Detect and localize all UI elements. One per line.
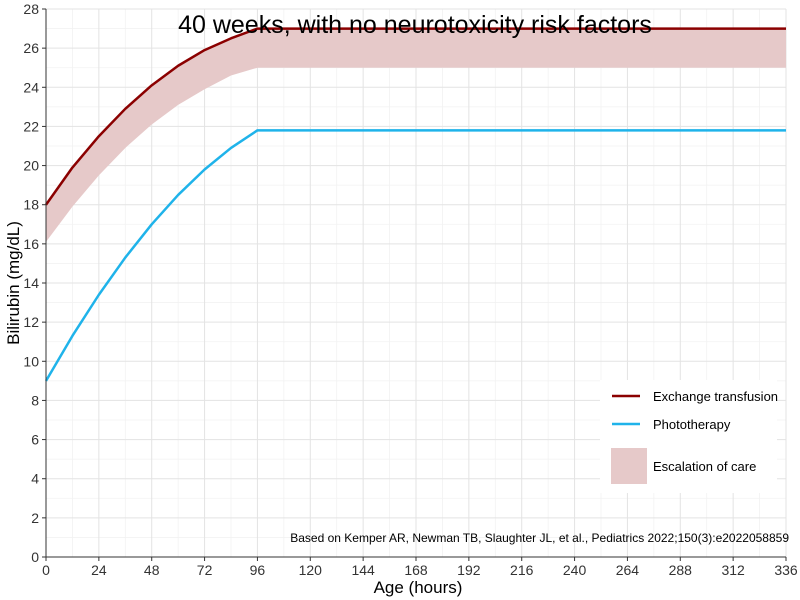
y-tick-label: 24 xyxy=(23,79,39,95)
x-tick-label: 120 xyxy=(299,562,323,578)
series-layer xyxy=(44,27,786,382)
y-tick-label: 28 xyxy=(23,1,39,17)
chart-title: 40 weeks, with no neurotoxicity risk fac… xyxy=(178,11,652,39)
x-tick-label: 144 xyxy=(351,562,375,578)
x-tick-label: 336 xyxy=(774,562,798,578)
y-tick-label: 14 xyxy=(23,275,39,291)
escalation-of-care-band xyxy=(46,28,786,242)
x-tick-label: 312 xyxy=(721,562,745,578)
source-caption: Based on Kemper AR, Newman TB, Slaughter… xyxy=(290,531,789,545)
y-tick-label: 18 xyxy=(23,197,39,213)
x-tick-label: 72 xyxy=(197,562,213,578)
y-axis-label: Bilirubin (mg/dL) xyxy=(4,221,23,345)
legend-label-phototherapy: Phototherapy xyxy=(653,417,731,432)
x-tick-label: 240 xyxy=(563,562,587,578)
y-tick-label: 26 xyxy=(23,40,39,56)
legend-label-escalation-of-care: Escalation of care xyxy=(653,459,756,474)
legend: Exchange transfusion Phototherapy Escala… xyxy=(600,380,778,493)
y-tick-label: 2 xyxy=(31,510,39,526)
y-tick-label: 22 xyxy=(23,118,39,134)
y-tick-label: 12 xyxy=(23,314,39,330)
y-tick-label: 20 xyxy=(23,158,39,174)
y-tick-label: 16 xyxy=(23,236,39,252)
legend-key-escalation-of-care xyxy=(611,448,647,484)
x-tick-label: 0 xyxy=(42,562,50,578)
exchange-transfusion-line xyxy=(44,27,786,206)
phototherapy-line xyxy=(44,129,786,382)
x-tick-label: 288 xyxy=(669,562,693,578)
axes: 0 24 48 72 96 120 144 168 192 216 240 264 288 312 3360… xyxy=(23,1,797,578)
x-tick-label: 24 xyxy=(91,562,107,578)
legend-label-exchange-transfusion: Exchange transfusion xyxy=(653,389,778,404)
x-tick-label: 216 xyxy=(510,562,534,578)
x-tick-label: 264 xyxy=(616,562,640,578)
y-tick-label: 0 xyxy=(31,549,39,565)
y-tick-label: 4 xyxy=(31,471,39,487)
y-tick-label: 6 xyxy=(31,432,39,448)
escalation-band-layer xyxy=(46,28,786,242)
x-tick-label: 168 xyxy=(404,562,428,578)
y-tick-label: 8 xyxy=(31,392,39,408)
x-axis-label: Age (hours) xyxy=(374,578,463,597)
y-tick-label: 10 xyxy=(23,353,39,369)
x-tick-label: 192 xyxy=(457,562,481,578)
x-tick-label: 48 xyxy=(144,562,160,578)
x-tick-label: 96 xyxy=(250,562,266,578)
